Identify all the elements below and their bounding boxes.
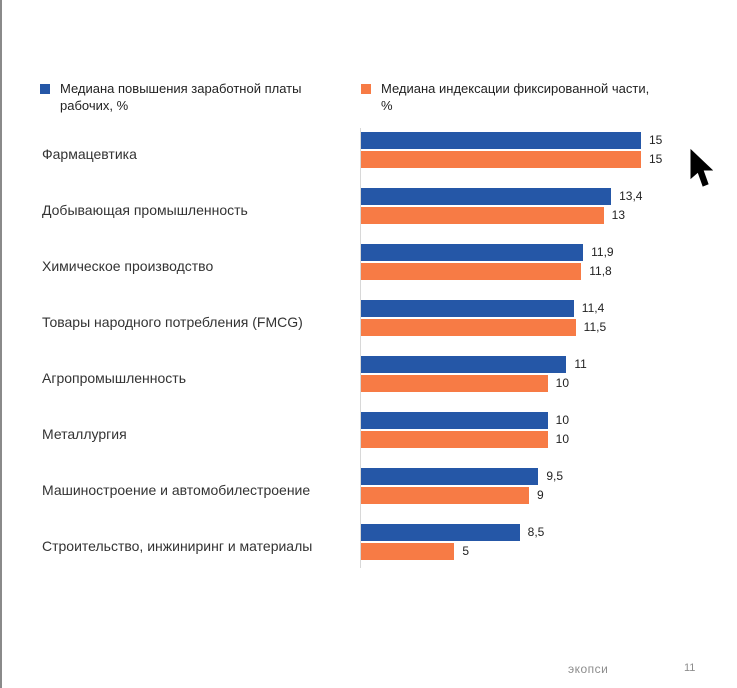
- value-label: 9,5: [546, 469, 564, 483]
- legend-swatch-orange: [361, 84, 371, 94]
- category-label: Агропромышленность: [42, 370, 186, 386]
- category-label: Химическое производство: [42, 258, 214, 274]
- bar-orange: [361, 207, 604, 224]
- value-label: 11,5: [583, 320, 607, 334]
- value-label: 8,5: [527, 525, 545, 539]
- page-left-border: [0, 0, 2, 688]
- value-label: 10: [555, 413, 570, 427]
- legend-swatch-blue: [40, 84, 50, 94]
- value-label: 15: [649, 133, 663, 147]
- category-label: Металлургия: [42, 426, 127, 442]
- value-label: 11,4: [581, 301, 605, 315]
- value-label: 10: [555, 376, 570, 390]
- category-label: Фармацевтика: [42, 146, 137, 162]
- category-label: Машиностроение и автомобилестроение: [42, 482, 311, 498]
- bar-blue: [361, 132, 641, 149]
- value-label: 11,9: [591, 245, 614, 259]
- mouse-cursor-icon: [690, 148, 713, 187]
- bar-orange: [361, 431, 548, 448]
- bar-orange: [361, 487, 529, 504]
- category-label: Строительство, инжиниринг и материалы: [42, 538, 313, 554]
- legend-label: Медиана индексации фиксированной части, …: [381, 81, 650, 113]
- page-number: 11: [684, 662, 696, 674]
- legend-item-fixed-indexation: Медиана индексации фиксированной части, …: [361, 80, 651, 114]
- value-label: 9: [537, 488, 544, 502]
- bar-blue: [361, 244, 584, 261]
- value-label: 13,4: [619, 189, 643, 203]
- bar-orange: [361, 151, 641, 168]
- bar-blue: [361, 300, 574, 317]
- value-label: 13: [611, 208, 626, 222]
- value-label: 5: [462, 544, 470, 558]
- y-axis-line: [360, 128, 361, 568]
- value-label: 10: [555, 432, 570, 446]
- category-label: Добывающая промышленность: [42, 202, 248, 218]
- bar-blue: [361, 356, 567, 373]
- bar-orange: [361, 319, 576, 336]
- value-label: 11: [574, 357, 587, 371]
- footer-brand-logo: экопси: [568, 662, 609, 676]
- value-label: 15: [649, 152, 663, 166]
- bar-blue: [361, 524, 520, 541]
- category-label: Товары народного потребления (FMCG): [42, 314, 303, 330]
- bar-blue: [361, 188, 612, 205]
- legend-item-salary-increase: Медиана повышения заработной платы рабоч…: [40, 80, 340, 114]
- bar-orange: [361, 263, 582, 280]
- bar-orange: [361, 375, 548, 392]
- value-label: 11,8: [589, 264, 612, 278]
- bar-orange: [361, 543, 455, 560]
- legend-label: Медиана повышения заработной платы рабоч…: [60, 81, 302, 113]
- bar-blue: [361, 468, 539, 485]
- bar-blue: [361, 412, 548, 429]
